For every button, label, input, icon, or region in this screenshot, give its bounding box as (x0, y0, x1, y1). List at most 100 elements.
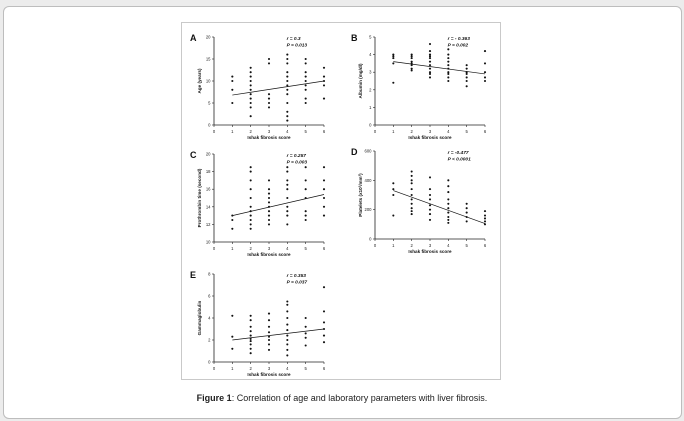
data-point-a (286, 93, 289, 96)
data-point-a (249, 101, 252, 105)
x-tick-label-b: 1 (392, 129, 395, 134)
data-point-c (286, 205, 289, 208)
stat-text-d: P < 0.0001 (448, 157, 471, 163)
data-point-a (304, 79, 307, 83)
data-point-e (286, 329, 289, 332)
y-axis-label-c: Prothrombin time (second) (197, 168, 202, 227)
data-point-b (447, 64, 450, 67)
data-point-e (322, 341, 326, 344)
y-tick-label-c: 10 (206, 240, 211, 245)
data-point-e (267, 335, 271, 338)
data-point-c (249, 223, 252, 226)
stat-text-b: P = 0.002 (448, 43, 469, 49)
data-point-b (392, 57, 395, 60)
x-tick-label-c: 0 (213, 246, 216, 251)
data-point-d (483, 220, 487, 223)
x-tick-label-c: 6 (323, 246, 326, 251)
data-point-e (322, 286, 326, 289)
data-point-a (249, 75, 252, 78)
data-point-e (267, 325, 271, 328)
data-point-c (267, 192, 271, 195)
data-point-a (286, 53, 289, 56)
data-point-d (410, 174, 413, 177)
y-tick-label-b: 3 (369, 70, 372, 75)
data-point-a (249, 79, 252, 83)
data-point-c (249, 205, 252, 208)
x-tick-label-d: 5 (465, 243, 468, 248)
data-point-e (304, 344, 307, 347)
stat-text-c: P = 0.003 (287, 160, 308, 166)
data-point-e (249, 347, 252, 350)
data-point-e (231, 347, 234, 350)
trend-line-a (232, 80, 325, 96)
data-point-c (267, 218, 271, 222)
data-point-e (249, 319, 252, 322)
data-point-b (447, 79, 450, 83)
data-point-a (249, 93, 252, 96)
data-point-b (483, 71, 487, 74)
data-point-d (428, 204, 432, 207)
panel-d: D 0 1 2 3 4 5 6 0 200 400 600 Ishak fibrosis score Pl… (351, 147, 487, 254)
data-point-d (447, 185, 450, 188)
data-point-a (267, 101, 271, 105)
y-tick-label-b: 4 (369, 52, 372, 57)
stat-text-d: r = -0.477 (448, 150, 469, 156)
data-point-a (286, 62, 289, 65)
data-point-b (428, 57, 432, 60)
data-point-a (249, 84, 252, 87)
x-tick-label-b: 5 (465, 129, 468, 134)
data-point-b (447, 76, 450, 79)
data-point-b (428, 55, 432, 58)
y-tick-label-c: 16 (206, 187, 211, 192)
data-point-d (447, 218, 450, 221)
data-point-b (428, 60, 432, 63)
data-point-a (249, 88, 252, 91)
y-tick-label-b: 0 (369, 123, 372, 128)
data-point-d (447, 191, 450, 194)
data-point-b (410, 57, 413, 60)
data-point-b (410, 69, 413, 72)
data-point-a (267, 62, 271, 65)
data-point-a (286, 71, 289, 74)
data-point-b (428, 76, 432, 79)
data-point-c (267, 188, 271, 191)
x-tick-label-e: 2 (249, 366, 252, 371)
trend-line-e (232, 328, 325, 341)
data-point-e (304, 332, 307, 335)
data-point-a (304, 71, 307, 74)
y-tick-label-e: 4 (208, 316, 211, 321)
y-tick-label-d: 200 (365, 207, 373, 212)
data-point-c (322, 196, 326, 200)
data-point-b (465, 71, 468, 74)
data-point-a (322, 79, 326, 83)
x-tick-label-c: 3 (268, 246, 271, 251)
y-tick-label-b: 1 (369, 105, 372, 110)
data-point-e (249, 343, 252, 346)
x-tick-label-e: 0 (213, 366, 216, 371)
data-point-d (465, 215, 468, 219)
data-point-d (483, 210, 487, 213)
data-point-d (410, 213, 413, 216)
data-point-d (392, 193, 395, 197)
data-point-d (465, 207, 468, 210)
y-axis-label-e: Gammaglobulin (197, 300, 202, 335)
data-point-c (249, 196, 252, 200)
data-point-a (286, 84, 289, 87)
data-point-c (286, 170, 289, 173)
stat-text-a: P = 0.013 (287, 43, 308, 49)
data-point-c (286, 196, 289, 200)
data-point-a (322, 75, 326, 78)
data-point-c (267, 210, 271, 213)
data-point-c (304, 214, 307, 217)
data-point-c (286, 179, 289, 182)
data-point-a (304, 75, 307, 78)
y-tick-label-b: 2 (369, 87, 372, 92)
data-point-e (304, 325, 307, 328)
data-point-c (249, 166, 252, 169)
stat-text-c: r = 0.257 (287, 153, 307, 159)
data-point-a (267, 106, 271, 109)
data-point-e (249, 340, 252, 343)
data-point-b (410, 67, 413, 70)
data-point-d (428, 188, 432, 191)
data-point-c (322, 166, 326, 169)
